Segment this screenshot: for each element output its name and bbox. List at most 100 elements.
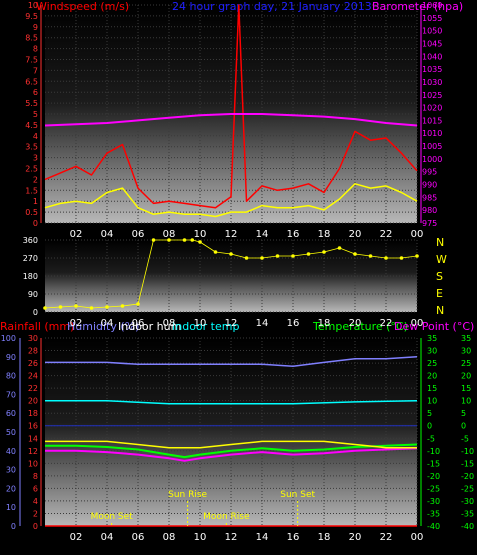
wind-tick-label: 9 <box>33 23 38 32</box>
wind-tick-label: 5 <box>33 110 38 119</box>
wind-chart-title: 24 hour graph day, 21 January 2013 <box>172 0 372 13</box>
event-label: Moon Set <box>91 512 134 522</box>
legend-dew-point: Dew Point (°C) <box>394 320 474 333</box>
rain-tick-label: 10 <box>28 459 38 468</box>
x-tick-label: 04 <box>101 318 114 329</box>
barometer-tick-label: 975 <box>422 219 437 228</box>
humidity-tick-label: 10 <box>6 503 16 512</box>
x-tick-label: 08 <box>163 229 176 240</box>
temperature-tick-label: -30 <box>427 497 440 506</box>
temperature-tick-label: -20 <box>427 472 440 481</box>
barometer-line <box>44 113 418 127</box>
direction-tick-label: 270 <box>23 254 38 263</box>
wind-tick-label: 4.5 <box>25 121 38 130</box>
temperature-tick-label: 10 <box>427 397 437 406</box>
wind-tick-label: 6.5 <box>25 77 38 86</box>
x-tick-label: 18 <box>318 229 331 240</box>
wind-tick-label: 8 <box>33 45 38 54</box>
barometer-tick-label: 1025 <box>422 91 442 100</box>
temperature-tick-label: 30 <box>427 347 437 356</box>
x-tick-label: 08 <box>163 532 176 543</box>
dewpoint-tick-label: -5 <box>461 434 469 443</box>
event-label: Sun Rise <box>168 490 207 500</box>
dewpoint-tick-label: 20 <box>461 372 471 381</box>
barometer-tick-label: 1030 <box>422 78 442 87</box>
legend-humidity: Humidity (%) <box>67 320 139 333</box>
x-tick-label: 14 <box>256 229 269 240</box>
x-tick-label: 22 <box>380 229 393 240</box>
humidity-tick-label: 50 <box>6 428 16 437</box>
barometer-tick-label: 1045 <box>422 39 442 48</box>
dewpoint-tick-label: 35 <box>461 334 471 343</box>
x-tick-label: 12 <box>225 532 238 543</box>
event-label: Sun Set <box>280 490 315 500</box>
compass-label: E <box>436 287 443 300</box>
wind-tick-label: 0.5 <box>25 208 38 217</box>
x-tick-label: 02 <box>70 318 83 329</box>
rain-tick-label: 24 <box>28 372 38 381</box>
rain-tick-label: 2 <box>33 509 38 518</box>
temperature-tick-label: -40 <box>427 522 440 531</box>
x-tick-label: 16 <box>287 229 300 240</box>
barometer-tick-label: 1000 <box>422 155 442 164</box>
humidity-tick-label: 20 <box>6 484 16 493</box>
temperature-tick-label: -25 <box>427 484 440 493</box>
legend-indoor-hum: Indoor hum <box>118 320 181 333</box>
x-tick-label: 22 <box>380 532 393 543</box>
humidity-tick-label: 70 <box>6 390 16 399</box>
temperature-tick-label: 15 <box>427 384 437 393</box>
rain-tick-label: 18 <box>28 409 38 418</box>
barometer-tick-label: 1015 <box>422 116 442 125</box>
rain-tick-label: 28 <box>28 347 38 356</box>
rain-tick-label: 6 <box>33 484 38 493</box>
x-tick-label: 02 <box>70 532 83 543</box>
x-tick-label: 00 <box>411 532 424 543</box>
wind-tick-label: 7.5 <box>25 56 38 65</box>
x-tick-label: 06 <box>132 532 145 543</box>
barometer-tick-label: 995 <box>422 168 437 177</box>
wind-tick-label: 5.5 <box>25 99 38 108</box>
x-tick-label: 04 <box>101 229 114 240</box>
humidity-tick-label: 80 <box>6 372 16 381</box>
wind-axis-title: Windspeed (m/s) <box>36 0 129 13</box>
direction-tick-label: 360 <box>23 236 38 245</box>
dewpoint-tick-label: 5 <box>461 409 466 418</box>
dewpoint-tick-label: 25 <box>461 359 471 368</box>
wind-tick-label: 4 <box>33 132 38 141</box>
barometer-tick-label: 1040 <box>422 52 442 61</box>
barometer-tick-label: 1055 <box>422 14 442 23</box>
dewpoint-tick-label: -15 <box>461 459 474 468</box>
dewpoint-tick-label: 15 <box>461 384 471 393</box>
temperature-tick-label: 35 <box>427 334 437 343</box>
rain-tick-label: 8 <box>33 472 38 481</box>
dewpoint-tick-label: -40 <box>461 522 474 531</box>
barometer-tick-label: 1005 <box>422 142 442 151</box>
wind-tick-label: 7 <box>33 66 38 75</box>
rain-tick-label: 16 <box>28 422 38 431</box>
humidity-tick-label: 0 <box>11 522 16 531</box>
temperature-tick-label: 25 <box>427 359 437 368</box>
temperature-tick-label: -35 <box>427 509 440 518</box>
x-tick-label: 06 <box>132 318 145 329</box>
x-tick-label: 00 <box>411 229 424 240</box>
wind-tick-label: 8.5 <box>25 34 38 43</box>
x-tick-label: 12 <box>225 318 238 329</box>
rain-tick-label: 12 <box>28 447 38 456</box>
series-dew-point-c- <box>45 447 418 462</box>
wind-average-line <box>44 183 418 218</box>
dewpoint-tick-label: -20 <box>461 472 474 481</box>
wind-direction-line <box>44 239 418 309</box>
x-tick-label: 10 <box>194 229 207 240</box>
wind-tick-label: 10 <box>28 1 38 10</box>
temperature-tick-label: -5 <box>427 434 435 443</box>
wind-tick-label: 3.5 <box>25 143 38 152</box>
dewpoint-tick-label: -10 <box>461 447 474 456</box>
dewpoint-tick-label: 10 <box>461 397 471 406</box>
dewpoint-tick-label: -30 <box>461 497 474 506</box>
x-tick-label: 06 <box>132 229 145 240</box>
series-indoor-temp <box>45 399 418 405</box>
wind-gust-line <box>44 4 418 209</box>
legend-rainfall: Rainfall (mm) <box>0 320 74 333</box>
direction-tick-label: 180 <box>23 272 38 281</box>
